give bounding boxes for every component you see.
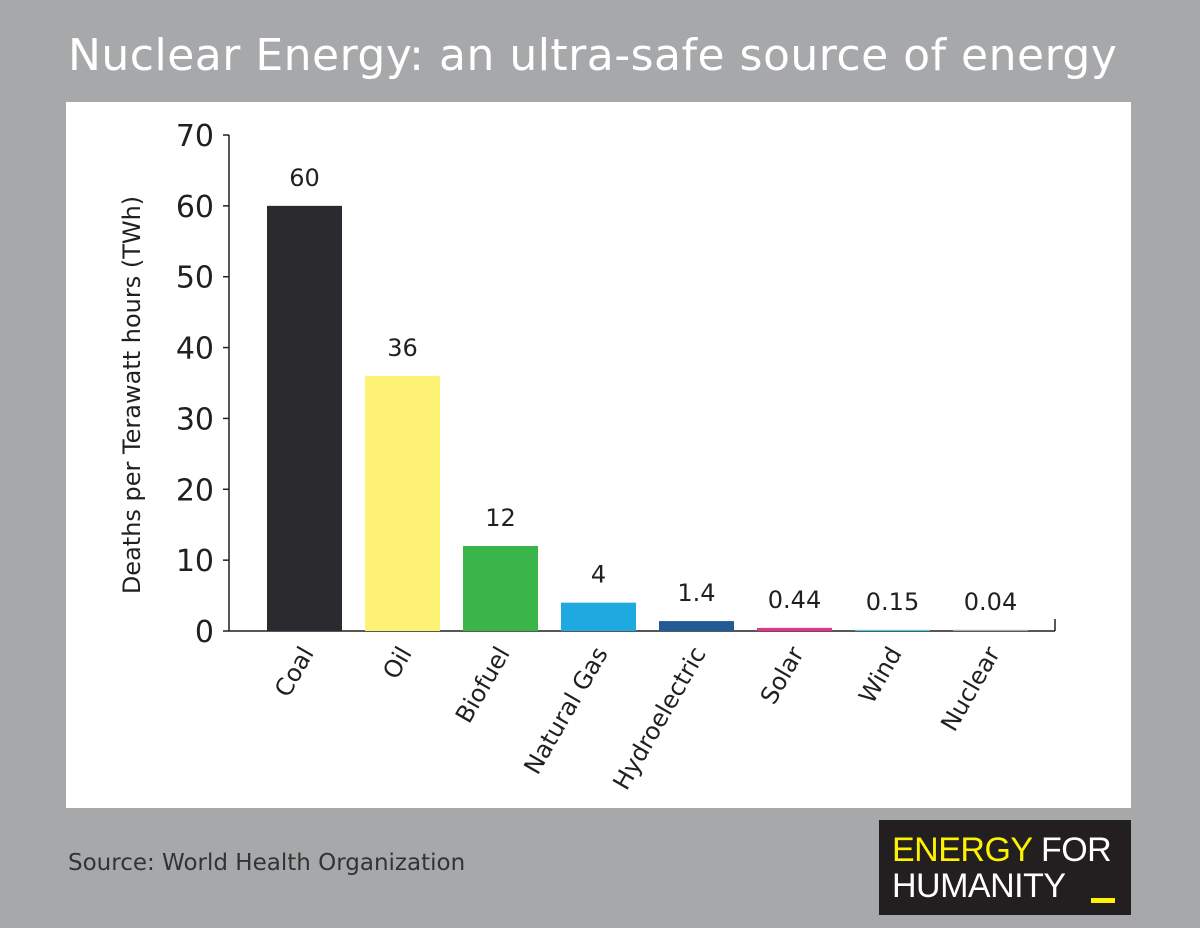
bar-nuclear <box>953 629 1028 631</box>
logo-underscore <box>1091 898 1115 903</box>
bar-biofuel <box>463 545 538 631</box>
chart-panel: 0 10 20 30 40 50 60 70 Deaths per Terawatt hours… <box>66 102 1131 808</box>
x-tick-label: Biofuel <box>450 642 516 728</box>
bar-value-label: 0.15 <box>866 588 919 616</box>
bar-value-label: 60 <box>289 164 320 192</box>
bar-value-label: 0.04 <box>964 588 1017 616</box>
x-tick-label: Coal <box>269 642 320 702</box>
bar-value-label: 1.4 <box>677 579 715 607</box>
logo-word-humanity: HUMANITY <box>892 867 1066 905</box>
y-tick-label: 70 <box>176 119 214 154</box>
x-tick-label: Natural Gas <box>518 642 613 779</box>
source-note: Source: World Health Organization <box>68 850 466 876</box>
x-tick-label: Nuclear <box>935 642 1005 736</box>
bar-hydroelectric <box>659 621 734 631</box>
y-tick-label: 0 <box>195 615 214 650</box>
bar-value-label: 12 <box>485 504 516 532</box>
bar-wind <box>855 629 930 631</box>
x-tick-label: Solar <box>755 642 810 709</box>
y-tick-label: 20 <box>176 473 214 508</box>
bar-coal <box>267 205 342 631</box>
bar-chart: 0 10 20 30 40 50 60 70 Deaths per Terawatt hours… <box>118 119 1056 795</box>
bar-oil <box>365 375 440 631</box>
bar-value-label: 36 <box>387 334 418 362</box>
x-tick-label: Hydroelectric <box>607 642 711 795</box>
x-tick-label: Oil <box>377 642 417 684</box>
logo-word-energy: ENERGY <box>892 831 1032 869</box>
bar-value-label: 0.44 <box>768 586 821 614</box>
bar-value-label: 4 <box>591 561 606 589</box>
y-tick-label: 10 <box>176 544 214 579</box>
y-tick-label: 60 <box>176 190 214 225</box>
bar-solar <box>757 627 832 631</box>
y-tick-label: 40 <box>176 332 214 367</box>
logo-word-for: FOR <box>1040 831 1112 869</box>
bar-natural-gas <box>561 602 636 631</box>
energy-for-humanity-logo: ENERGY FOR HUMANITY <box>879 820 1131 915</box>
chart-title: Nuclear Energy: an ultra-safe source of … <box>68 30 1118 81</box>
y-tick-label: 30 <box>176 402 214 437</box>
y-tick-label: 50 <box>176 261 214 296</box>
y-axis-title: Deaths per Terawatt hours (TWh) <box>118 196 146 594</box>
x-tick-label: Wind <box>853 642 907 708</box>
